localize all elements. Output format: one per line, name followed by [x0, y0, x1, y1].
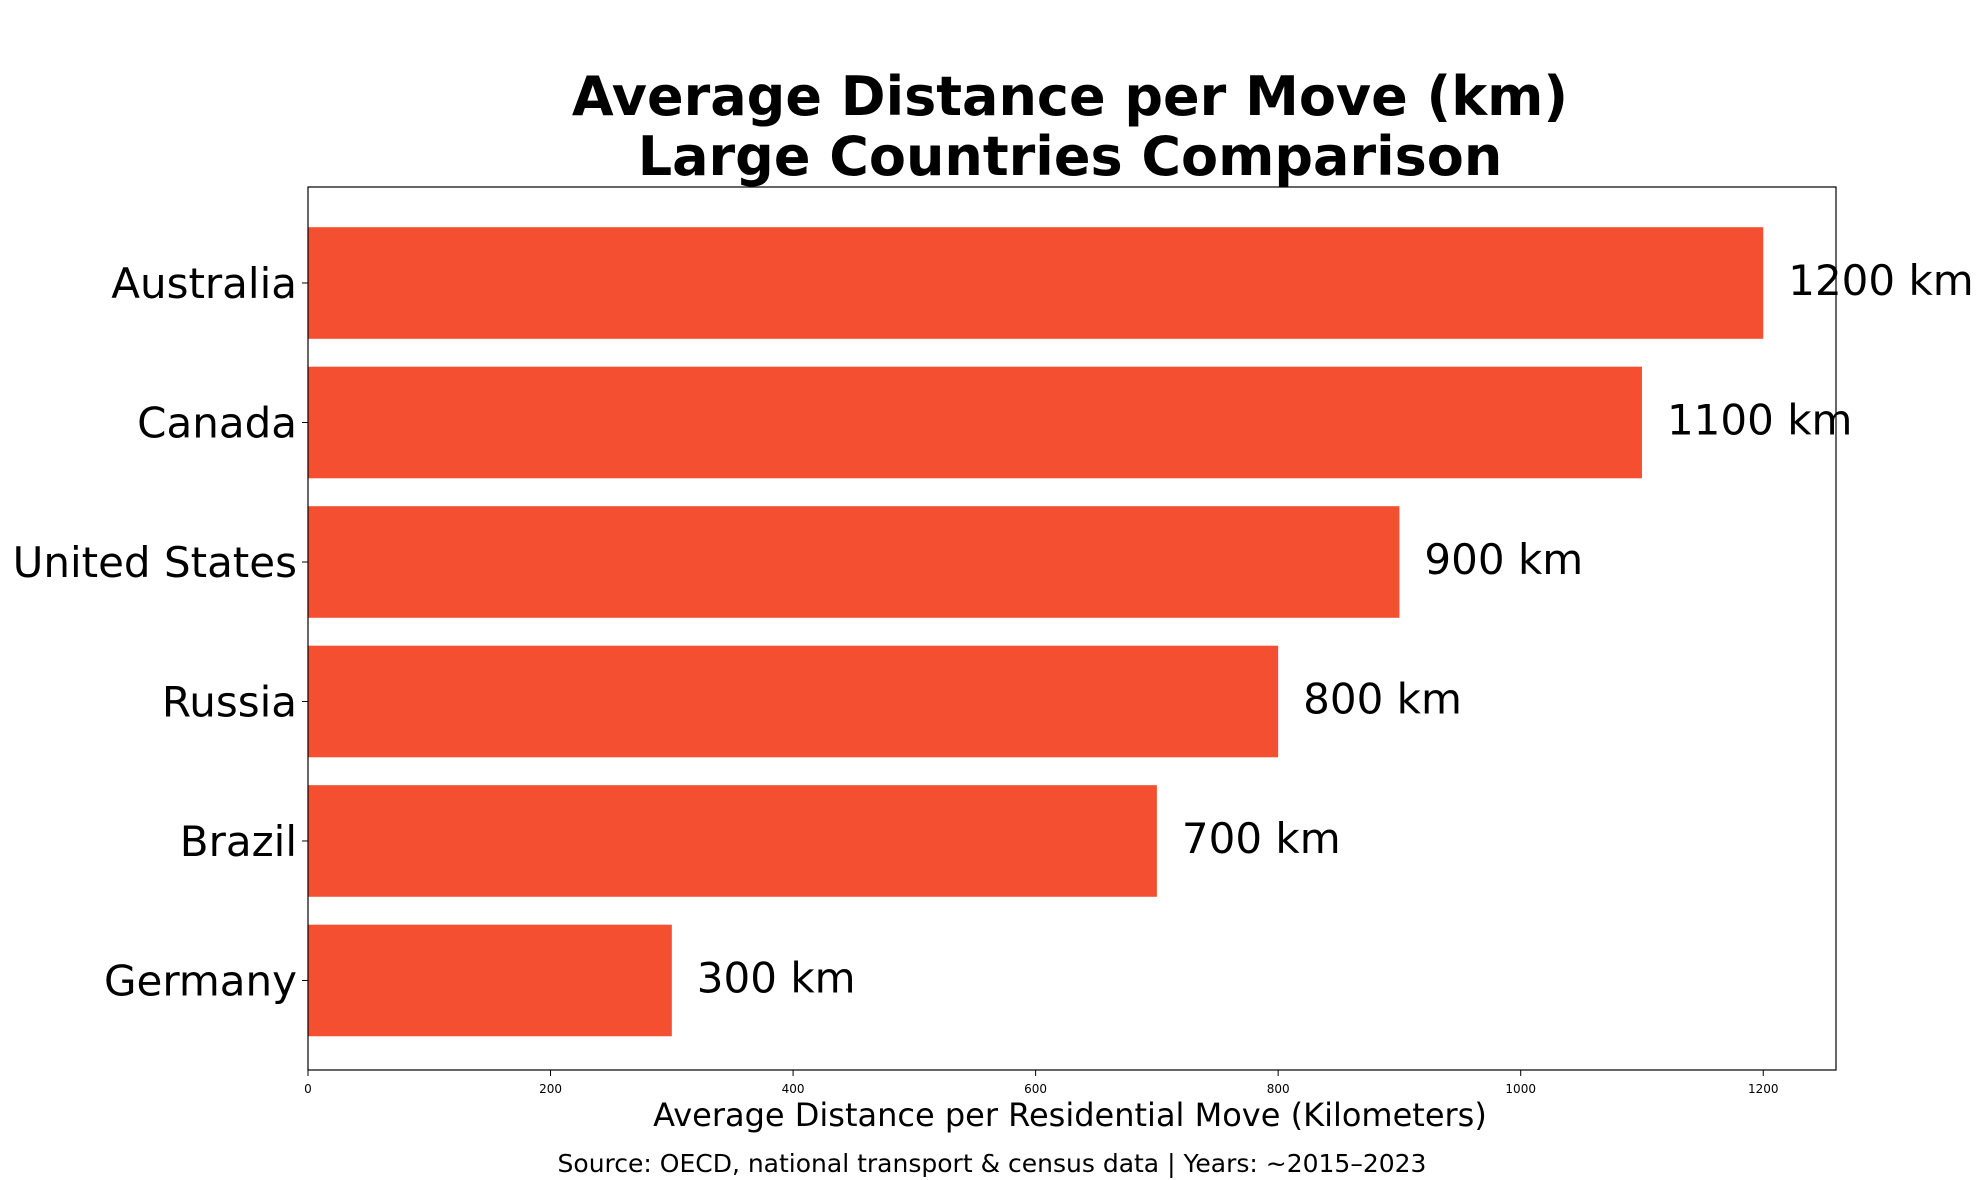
data-label: 700 km	[1182, 814, 1341, 863]
bar-united-states	[308, 506, 1400, 618]
data-label: 800 km	[1303, 674, 1462, 723]
y-tick-label: Canada	[137, 398, 297, 447]
data-label: 1100 km	[1667, 395, 1852, 444]
axes-frame	[307, 186, 1837, 1071]
source-note: Source: OECD, national transport & censu…	[558, 1149, 1427, 1178]
x-tick-label: 600	[1024, 1082, 1047, 1096]
x-axis-title: Average Distance per Residential Move (K…	[653, 1096, 1487, 1134]
x-tick-label: 200	[539, 1082, 562, 1096]
data-label: 300 km	[697, 953, 856, 1002]
chart-title-line-2: Large Countries Comparison	[638, 125, 1503, 188]
bar-russia	[308, 645, 1279, 758]
data-label: 900 km	[1424, 535, 1583, 584]
x-tick-label: 800	[1267, 1082, 1290, 1096]
x-tick-label: 1000	[1505, 1082, 1536, 1096]
y-tick-label: Brazil	[180, 817, 297, 866]
x-tick-label: 1200	[1748, 1082, 1779, 1096]
bar-australia	[308, 227, 1764, 339]
data-label: 1200 km	[1788, 256, 1973, 305]
x-tick-label: 400	[782, 1082, 805, 1096]
plot-area: Australia 1200 km Canada 1100 km United Stat…	[13, 186, 1974, 1096]
x-tick-label: 0	[304, 1082, 312, 1096]
y-tick-label: Germany	[104, 956, 297, 1005]
bar-germany	[308, 924, 672, 1037]
y-tick-label: Australia	[111, 259, 297, 308]
chart-title-line-1: Average Distance per Move (km)	[572, 65, 1568, 128]
y-tick-label: United States	[13, 538, 297, 587]
bar-canada	[308, 366, 1642, 479]
bar-brazil	[308, 785, 1157, 897]
y-tick-label: Russia	[162, 677, 297, 726]
